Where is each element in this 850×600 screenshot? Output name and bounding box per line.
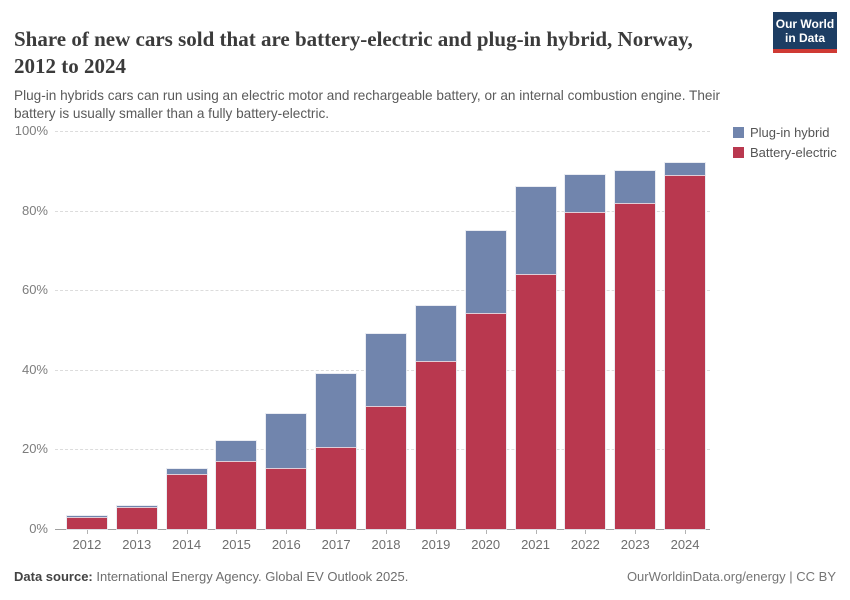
x-axis-label-2015: 2015 — [221, 537, 251, 552]
x-axis-label-2014: 2014 — [172, 537, 202, 552]
bar-2017-battery-electric[interactable] — [316, 447, 357, 529]
x-axis-label-2013: 2013 — [122, 537, 152, 552]
legend-label: Battery-electric — [750, 145, 837, 160]
data-source-label: Data source: — [14, 569, 93, 584]
legend-swatch-battery-electric — [733, 147, 744, 158]
x-axis-label-2016: 2016 — [271, 537, 301, 552]
x-axis-tickmark — [585, 530, 587, 534]
bar-2019-battery-electric[interactable] — [415, 360, 456, 529]
owid-logo-line2: in Data — [784, 31, 825, 45]
x-axis-line — [55, 529, 710, 530]
bar-2022-plug-in-hybrid[interactable] — [565, 174, 606, 212]
x-axis-label-2020: 2020 — [471, 537, 501, 552]
x-axis-label-2018: 2018 — [371, 537, 401, 552]
bar-2016-plug-in-hybrid[interactable] — [266, 413, 307, 468]
bar-2023-battery-electric[interactable] — [615, 202, 656, 529]
bar-2016-battery-electric[interactable] — [266, 467, 307, 529]
bar-2021-plug-in-hybrid[interactable] — [515, 186, 556, 275]
y-axis-tick-label: 80% — [21, 202, 48, 218]
bar-2019-plug-in-hybrid[interactable] — [415, 306, 456, 361]
y-axis-tick-label: 100% — [14, 123, 48, 138]
gridline-60 — [55, 290, 710, 292]
chart-legend: Plug-in hybrid Battery-electric — [733, 125, 837, 165]
bar-2021-battery-electric[interactable] — [515, 274, 556, 529]
x-axis-label-2019: 2019 — [421, 537, 451, 552]
bar-2017-plug-in-hybrid[interactable] — [316, 373, 357, 448]
gridline-80 — [55, 210, 710, 212]
owid-logo: Our World in Data — [773, 12, 837, 53]
bar-2012-plug-in-hybrid[interactable] — [66, 516, 107, 518]
x-axis-tickmark — [336, 530, 338, 534]
bar-2023-plug-in-hybrid[interactable] — [615, 170, 656, 203]
bar-2018-plug-in-hybrid[interactable] — [366, 333, 406, 406]
data-source-note: Data source: International Energy Agency… — [14, 569, 408, 584]
x-axis-tickmark — [86, 530, 88, 534]
bar-2020-battery-electric[interactable] — [465, 313, 506, 529]
bar-2015-battery-electric[interactable] — [216, 461, 257, 529]
x-axis-label-2012: 2012 — [72, 537, 102, 552]
legend-item-plug-in-hybrid[interactable]: Plug-in hybrid — [733, 125, 837, 140]
chart-subtitle: Plug-in hybrids cars can run using an el… — [14, 87, 720, 122]
credit-line[interactable]: OurWorldinData.org/energy | CC BY — [626, 569, 836, 584]
x-axis-tickmark — [685, 530, 687, 534]
bar-2018-battery-electric[interactable] — [366, 405, 406, 529]
x-axis-tickmark — [236, 530, 238, 534]
bar-2012-battery-electric[interactable] — [66, 517, 107, 529]
legend-item-battery-electric[interactable]: Battery-electric — [733, 145, 837, 160]
x-axis-label-2024: 2024 — [670, 537, 700, 552]
bar-2013-battery-electric[interactable] — [116, 507, 157, 529]
x-axis-tickmark — [435, 530, 437, 534]
x-axis-tickmark — [186, 530, 188, 534]
y-axis-tick-label: 40% — [21, 361, 48, 377]
x-axis-tickmark — [386, 530, 387, 534]
x-axis-label-2017: 2017 — [321, 537, 351, 552]
x-axis-tickmark — [485, 530, 487, 534]
chart-title: Share of new cars sold that are battery-… — [14, 27, 693, 79]
y-axis-tick-label: 0% — [29, 521, 48, 536]
x-axis-label-2023: 2023 — [620, 537, 650, 552]
x-axis-tickmark — [535, 530, 537, 534]
bar-2015-plug-in-hybrid[interactable] — [216, 441, 257, 462]
bar-2022-battery-electric[interactable] — [565, 211, 606, 529]
x-axis-label-2021: 2021 — [521, 537, 550, 552]
y-axis-tick-label: 60% — [21, 282, 48, 298]
y-axis-tick-label: 20% — [21, 441, 48, 457]
bar-2020-plug-in-hybrid[interactable] — [465, 230, 506, 314]
x-axis-tickmark — [136, 530, 138, 534]
bar-2014-battery-electric[interactable] — [166, 474, 207, 529]
legend-label: Plug-in hybrid — [750, 125, 830, 140]
bar-2024-plug-in-hybrid[interactable] — [665, 162, 706, 175]
bar-2024-battery-electric[interactable] — [665, 174, 706, 529]
gridline-100 — [55, 131, 710, 132]
bar-2014-plug-in-hybrid[interactable] — [166, 469, 207, 475]
data-source-text: International Energy Agency. Global EV O… — [92, 569, 409, 584]
x-axis-tickmark — [635, 530, 637, 534]
x-axis-label-2022: 2022 — [570, 537, 600, 552]
owid-logo-line1: Our World — [775, 17, 835, 31]
x-axis-tickmark — [286, 530, 288, 534]
bar-2013-plug-in-hybrid[interactable] — [116, 505, 157, 508]
legend-swatch-plug-in-hybrid — [733, 127, 744, 138]
